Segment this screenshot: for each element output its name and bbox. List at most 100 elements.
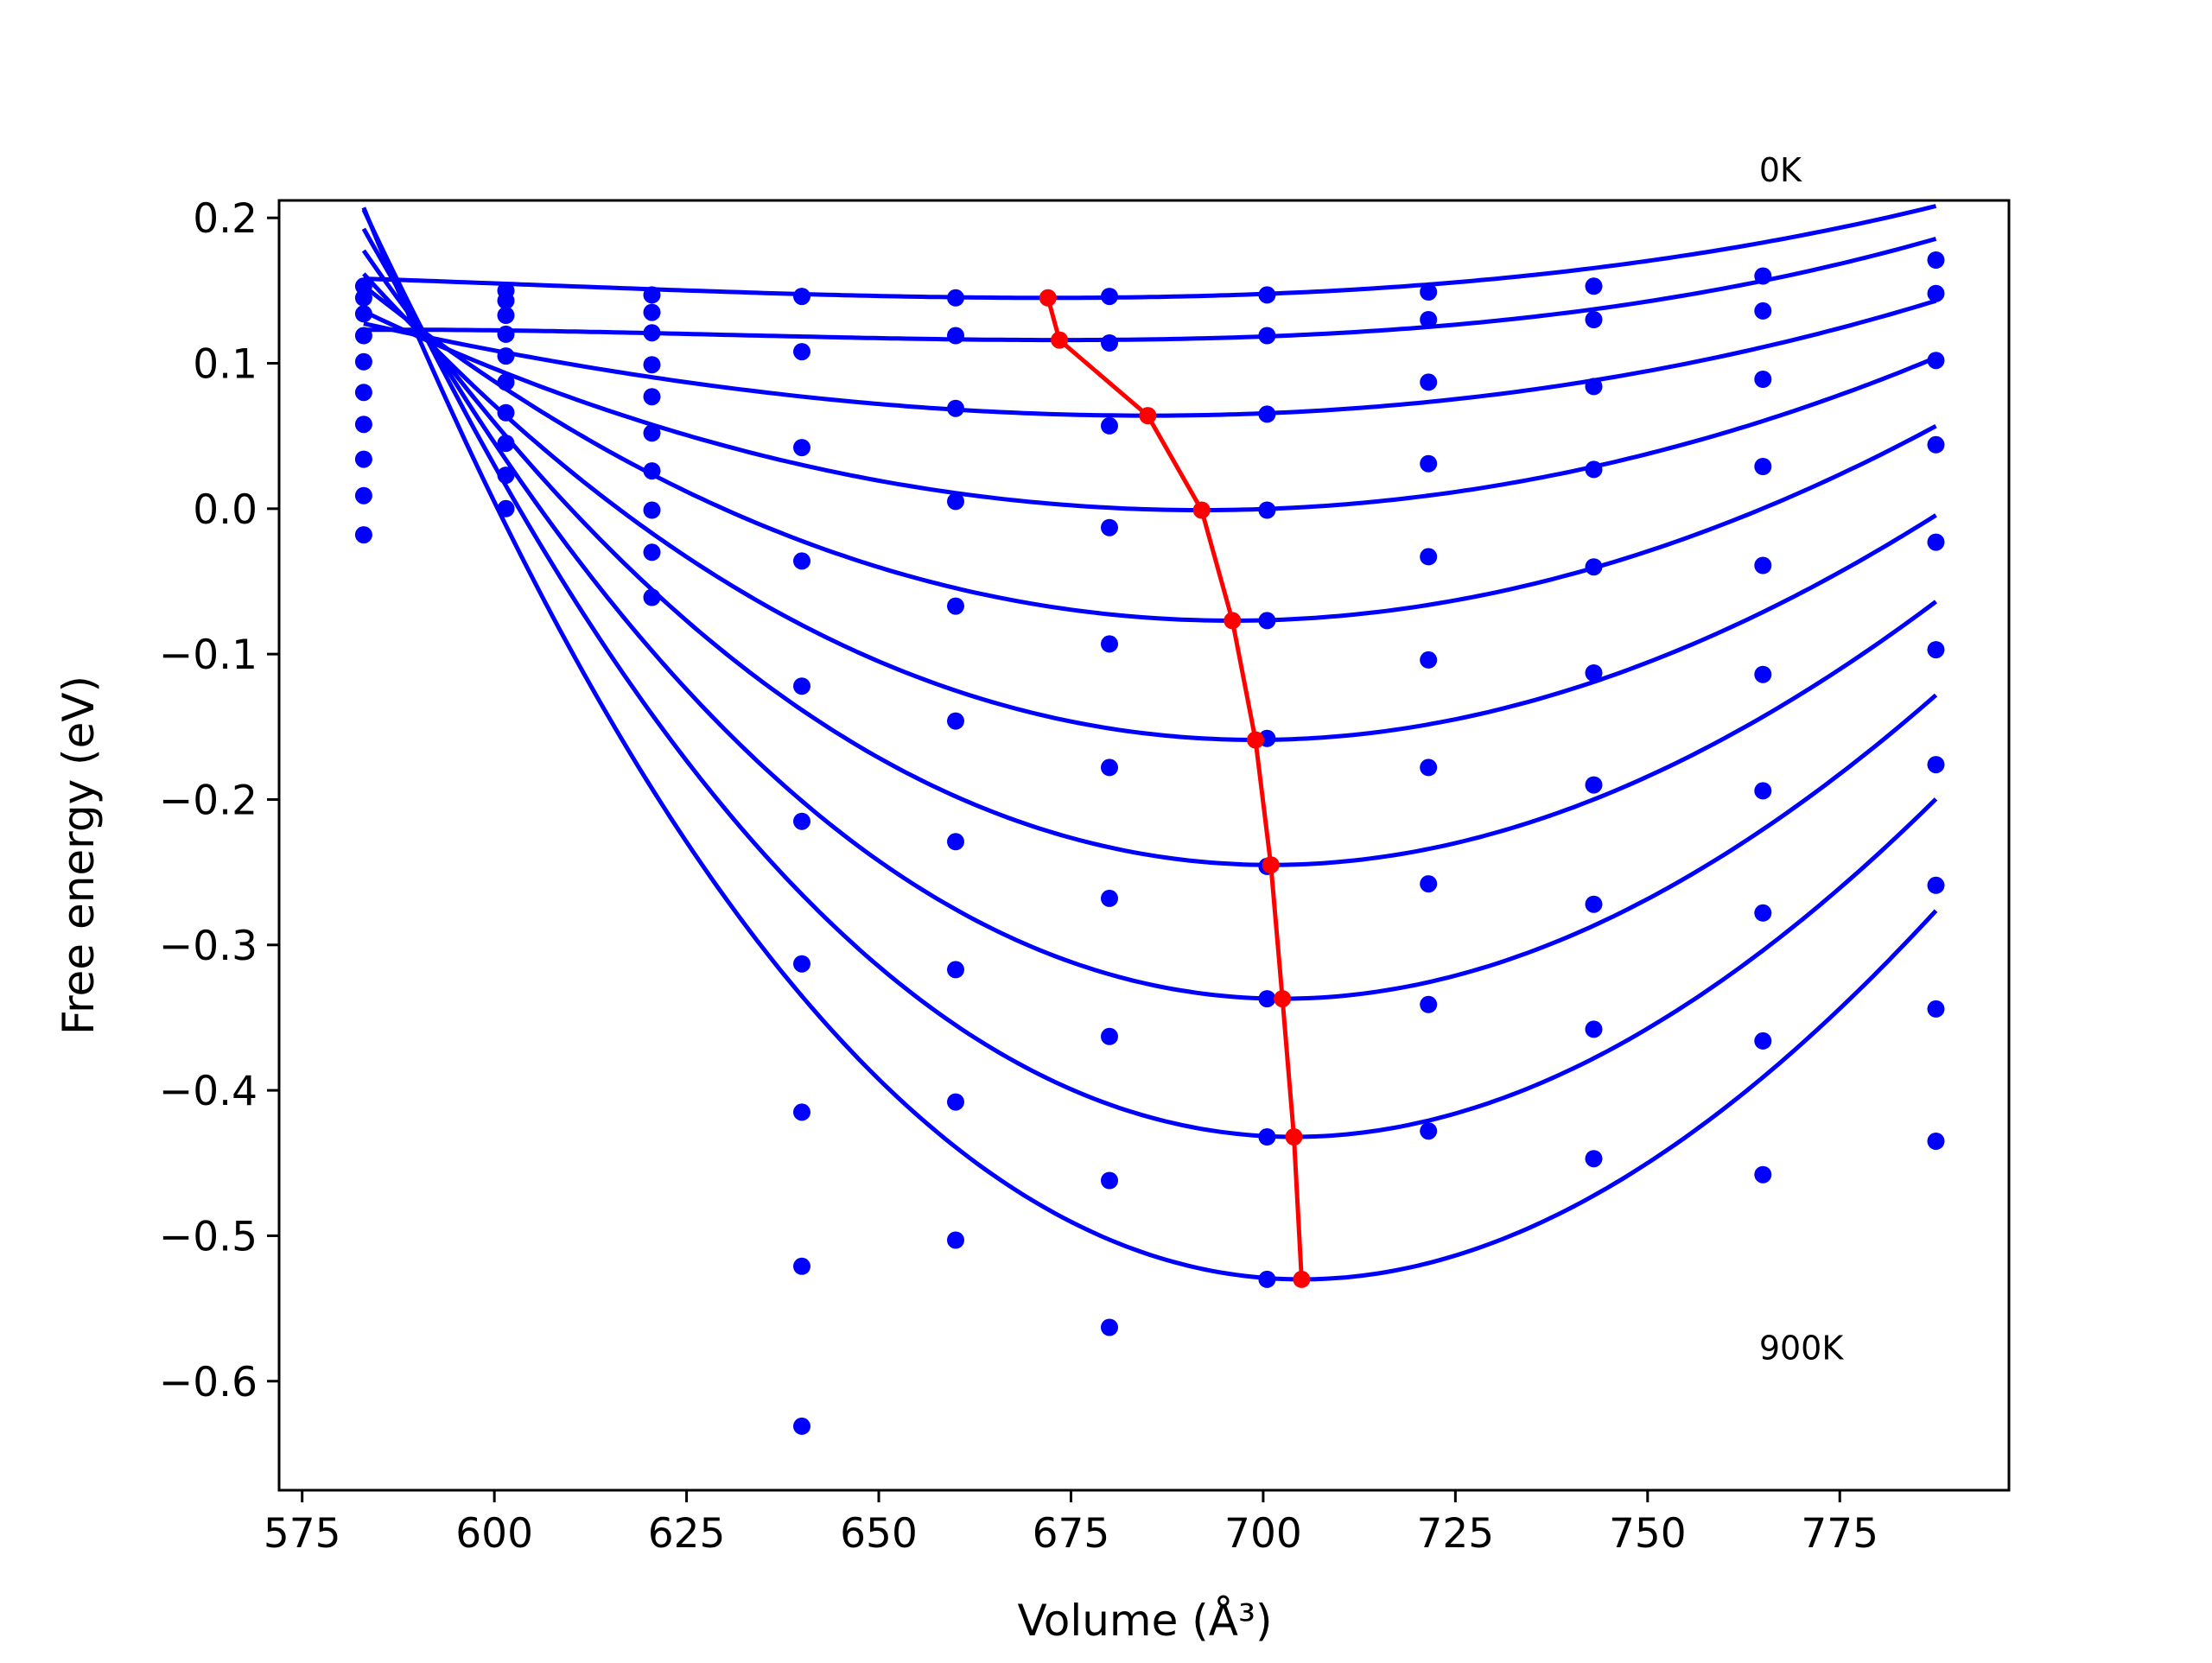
- minimum-point: [1051, 331, 1069, 349]
- data-point: [793, 1103, 810, 1121]
- data-point: [1258, 990, 1276, 1008]
- annotations: 0K 900K: [1759, 151, 1845, 1367]
- data-point: [793, 552, 810, 570]
- data-point: [793, 439, 810, 457]
- data-point: [497, 403, 515, 422]
- data-point: [947, 492, 964, 511]
- data-point: [947, 327, 964, 345]
- data-point: [947, 597, 964, 615]
- data-point: [497, 435, 515, 453]
- data-point: [1754, 267, 1772, 285]
- data-point: [1754, 904, 1772, 922]
- data-point: [947, 961, 964, 979]
- data-point: [1927, 756, 1945, 774]
- annotation-0: 0K: [1759, 151, 1802, 189]
- data-point: [947, 712, 964, 730]
- minimum-point: [1247, 731, 1264, 749]
- x-tick-label: 775: [1801, 1510, 1878, 1558]
- data-point: [793, 812, 810, 830]
- data-point: [1420, 759, 1438, 777]
- data-point: [643, 356, 661, 374]
- data-point: [1420, 311, 1438, 328]
- data-point: [1101, 334, 1118, 352]
- plot-area-frame: [277, 199, 2011, 1492]
- data-point: [1927, 641, 1945, 659]
- data-point: [1754, 371, 1772, 388]
- y-tick-label: 0.1: [193, 341, 257, 389]
- data-point: [947, 1093, 964, 1111]
- minimum-point: [1274, 990, 1292, 1008]
- data-point: [1101, 518, 1118, 536]
- fit-curve-7: [361, 227, 1938, 1001]
- data-point: [947, 399, 964, 417]
- data-point: [1585, 1020, 1603, 1038]
- data-point: [1927, 352, 1945, 370]
- data-point: [1585, 311, 1603, 328]
- data-point: [354, 305, 372, 323]
- y-tick-label: −0.4: [159, 1068, 257, 1115]
- data-point: [354, 450, 372, 468]
- data-point: [643, 388, 661, 406]
- fit-curves: [361, 204, 1938, 1282]
- data-point: [1420, 1122, 1438, 1140]
- y-tick-label: −0.3: [159, 923, 257, 970]
- data-point: [1754, 301, 1772, 320]
- data-point: [354, 327, 372, 345]
- data-point: [497, 325, 515, 343]
- data-point: [354, 526, 372, 544]
- data-point: [354, 352, 372, 371]
- x-axis-label: Volume (Å³): [1017, 1596, 1272, 1646]
- data-point: [354, 416, 372, 434]
- y-tick-label: 0.0: [193, 486, 257, 534]
- y-axis-label: Free energy (eV): [54, 676, 104, 1035]
- data-point: [643, 286, 661, 304]
- data-point: [643, 501, 661, 519]
- data-point: [1927, 435, 1945, 454]
- x-tick-label: 700: [1224, 1510, 1302, 1558]
- data-point: [1258, 1128, 1276, 1146]
- data-point: [793, 955, 810, 973]
- data-point: [1420, 875, 1438, 893]
- data-point: [497, 499, 515, 517]
- data-point: [1927, 533, 1945, 551]
- data-point: [793, 1417, 810, 1435]
- data-point: [1101, 889, 1118, 907]
- data-point: [643, 324, 661, 342]
- data-point: [1258, 327, 1276, 345]
- minimum-point: [1139, 407, 1157, 425]
- data-point: [1585, 460, 1603, 479]
- data-point: [1420, 454, 1438, 473]
- data-point: [1585, 895, 1603, 913]
- data-point: [1420, 995, 1438, 1013]
- data-point: [1754, 665, 1772, 683]
- data-point: [497, 373, 515, 391]
- y-tick-label: −0.6: [159, 1359, 257, 1406]
- data-point: [1927, 876, 1945, 894]
- data-point: [947, 1231, 964, 1249]
- y-axis-ticks: 0.2 0.1 0.0 −0.1 −0.2 −0.3 −0.4 −0.5 −0.6: [159, 195, 279, 1406]
- data-point: [643, 303, 661, 321]
- x-axis-ticks: 575 600 625 650 675 700 725 750 775: [264, 1490, 1878, 1558]
- data-point: [1754, 458, 1772, 475]
- data-point: [793, 288, 810, 306]
- fit-curve-5: [362, 272, 1937, 742]
- minimum-point: [1285, 1128, 1303, 1146]
- data-point: [1258, 1270, 1276, 1288]
- minimum-path: [1039, 289, 1311, 1288]
- data-point: [1101, 1171, 1118, 1190]
- data-point: [1101, 635, 1118, 653]
- x-tick-label: 575: [264, 1510, 341, 1558]
- data-point: [1754, 1031, 1772, 1050]
- data-point: [793, 1257, 810, 1275]
- data-point: [1258, 612, 1276, 630]
- data-points: [354, 251, 1945, 1435]
- x-tick-label: 625: [648, 1510, 726, 1558]
- minimum-point: [1262, 856, 1280, 874]
- x-tick-label: 675: [1033, 1510, 1110, 1558]
- data-point: [643, 543, 661, 562]
- y-tick-label: 0.2: [193, 195, 257, 243]
- data-point: [1927, 1000, 1945, 1018]
- data-point: [1754, 782, 1772, 800]
- y-tick-label: −0.2: [159, 777, 257, 824]
